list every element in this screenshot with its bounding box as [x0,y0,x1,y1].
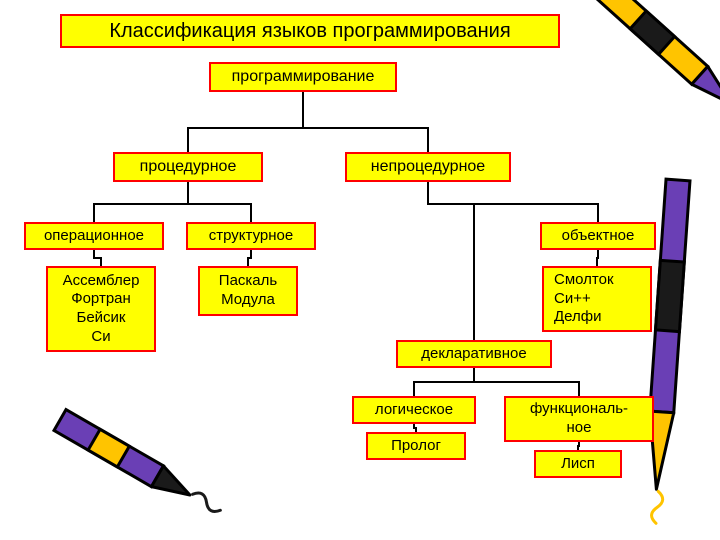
node-func: функциональ- ное [504,396,654,442]
node-oper_langs: Ассемблер Фортран Бейсик Си [46,266,156,352]
node-root: программирование [209,62,397,92]
node-object: объектное [540,222,656,250]
crayon-decoration [54,410,225,523]
diagram-stage: Классификация языков программирования про… [0,0,720,540]
node-nonproc: непроцедурное [345,152,511,182]
node-oper: операционное [24,222,164,250]
node-struct: структурное [186,222,316,250]
node-func_langs: Лисп [534,450,622,478]
crayon-decoration [597,0,720,135]
node-logic_langs: Пролог [366,432,466,460]
node-logic: логическое [352,396,476,424]
node-decl: декларативное [396,340,552,368]
node-object_langs: Смолток Си++ Делфи [542,266,652,332]
node-struct_langs: Паскаль Модула [198,266,298,316]
node-proc: процедурное [113,152,263,182]
node-title: Классификация языков программирования [60,14,560,48]
